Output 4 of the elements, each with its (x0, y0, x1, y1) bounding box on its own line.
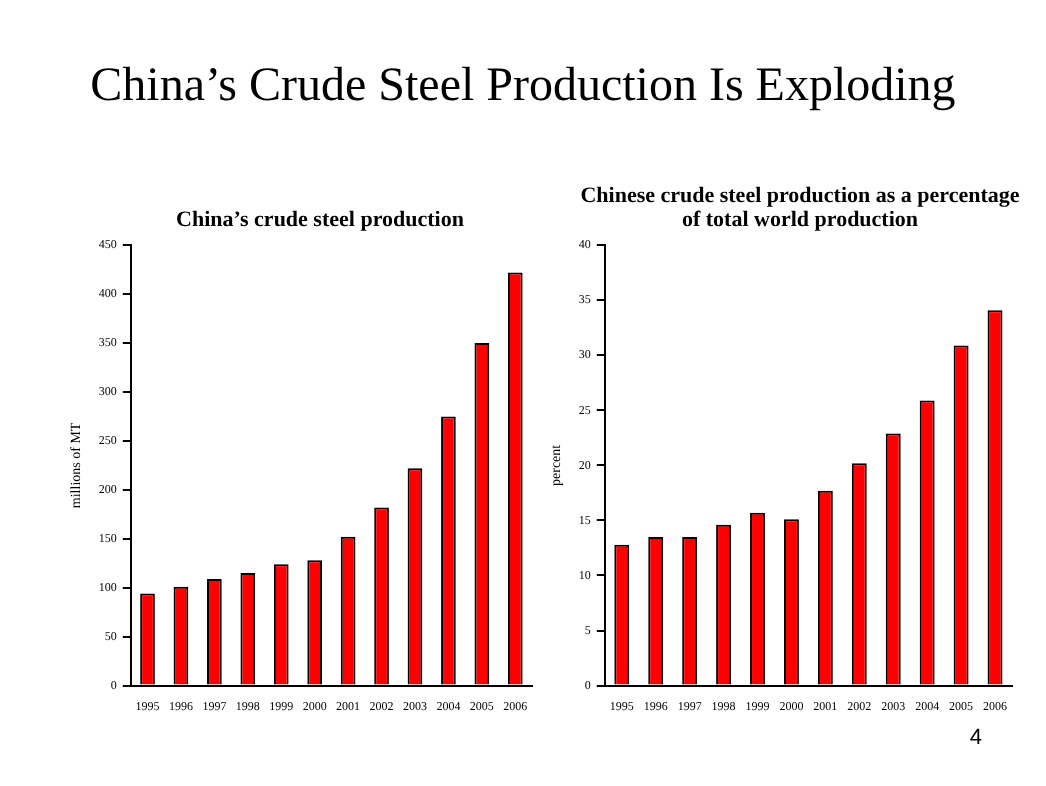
text: China’s Crude Steel Production Is Exploding (88, 60, 958, 114)
chart-title: China’s crude steel production (174, 206, 466, 232)
text: 4 (969, 726, 982, 750)
chart-title: Chinese crude steel production as a percentage of total world production (578, 182, 1020, 232)
